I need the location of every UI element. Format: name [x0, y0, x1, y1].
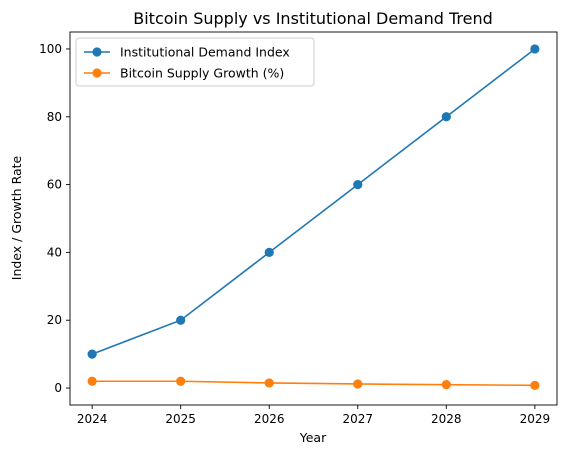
y-tick-label: 0	[54, 381, 62, 395]
data-point-series-1	[176, 376, 186, 386]
data-point-series-0	[264, 247, 274, 258]
legend-label-1: Bitcoin Supply Growth (%)	[120, 66, 284, 81]
legend: Institutional Demand Index Bitcoin Supply…	[75, 37, 315, 87]
y-tick-label: 80	[47, 110, 62, 124]
data-point-series-1	[264, 378, 274, 388]
legend-box	[75, 37, 315, 87]
chart-title: Bitcoin Supply vs Institutional Demand T…	[133, 9, 493, 28]
plot-area: 0 20 40 60 80 100 2024 2025 2026 2027 2028 2029	[39, 31, 558, 426]
data-point-series-0	[176, 315, 186, 325]
data-point-series-1	[441, 380, 451, 390]
x-tick-label: 2026	[254, 412, 285, 426]
y-tick-label: 60	[47, 178, 62, 192]
y-axis-label: Index / Growth Rate	[9, 155, 24, 280]
x-tick-label: 2029	[520, 412, 551, 426]
data-point-series-1	[530, 380, 540, 390]
legend-label-0: Institutional Demand Index	[120, 45, 290, 60]
x-axis-label: Year	[299, 430, 327, 445]
data-point-series-0	[441, 112, 451, 122]
y-tick-label: 40	[47, 245, 62, 259]
legend-marker-1	[92, 68, 102, 78]
x-tick-label: 2024	[77, 412, 108, 426]
x-tick-label: 2028	[431, 412, 462, 426]
y-tick-label: 100	[39, 42, 62, 56]
y-tick-label: 20	[47, 313, 62, 327]
data-point-series-1	[87, 376, 97, 386]
series-line-0	[91, 48, 536, 355]
x-tick-label: 2025	[165, 412, 196, 426]
data-point-series-0	[353, 179, 363, 190]
legend-marker-0	[92, 47, 102, 57]
x-tick-label: 2027	[342, 412, 373, 426]
data-point-series-0	[87, 349, 97, 359]
data-point-series-1	[353, 379, 363, 389]
series-line-1	[92, 380, 535, 387]
axes-frame	[69, 31, 558, 406]
data-point-series-0	[530, 44, 540, 54]
